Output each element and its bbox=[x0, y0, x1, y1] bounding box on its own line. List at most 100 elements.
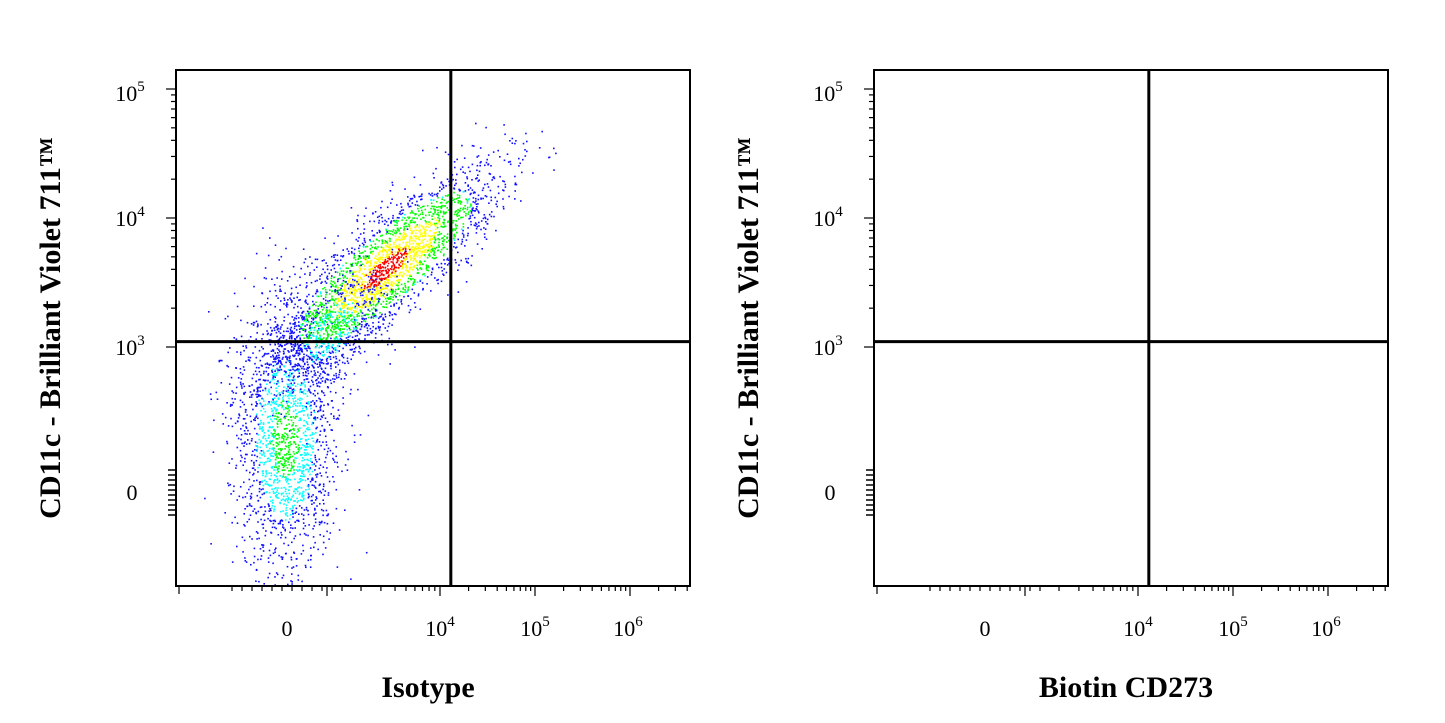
event-dot bbox=[291, 541, 293, 544]
event-dot bbox=[485, 195, 488, 198]
event-dot bbox=[347, 336, 350, 338]
event-dot bbox=[281, 437, 283, 439]
event-dot bbox=[320, 305, 323, 308]
event-dot bbox=[210, 398, 212, 401]
event-dot bbox=[388, 314, 391, 317]
event-dot bbox=[390, 273, 392, 275]
event-dot bbox=[307, 478, 309, 480]
event-dot bbox=[316, 330, 319, 333]
event-dot bbox=[322, 410, 325, 412]
event-dot bbox=[350, 287, 352, 290]
event-dot bbox=[437, 244, 440, 246]
event-dot bbox=[363, 258, 366, 261]
event-dot bbox=[413, 283, 416, 286]
event-dot bbox=[250, 420, 252, 423]
event-dot bbox=[242, 424, 244, 427]
event-dot bbox=[263, 354, 265, 357]
event-dot bbox=[392, 257, 395, 259]
event-dot bbox=[324, 381, 327, 384]
event-dot bbox=[414, 213, 417, 216]
event-dot bbox=[471, 189, 474, 191]
event-dot bbox=[324, 280, 327, 283]
event-dot bbox=[286, 512, 288, 514]
event-dot bbox=[257, 433, 259, 436]
event-dot bbox=[353, 292, 356, 295]
event-dot bbox=[383, 283, 386, 285]
event-dot bbox=[260, 555, 263, 557]
event-dot bbox=[292, 513, 294, 515]
event-dot bbox=[375, 298, 377, 301]
event-dot bbox=[311, 433, 313, 436]
event-dot bbox=[393, 294, 396, 297]
event-dot bbox=[358, 244, 361, 247]
event-dot bbox=[304, 347, 306, 350]
event-dot bbox=[281, 464, 284, 466]
event-dot bbox=[360, 287, 363, 289]
event-dot bbox=[285, 514, 287, 516]
event-dot bbox=[447, 220, 449, 222]
event-dot bbox=[302, 466, 305, 468]
event-dot bbox=[358, 296, 361, 299]
event-dot bbox=[400, 206, 403, 208]
event-dot bbox=[383, 281, 386, 283]
event-dot bbox=[398, 228, 400, 231]
event-dot bbox=[399, 246, 401, 249]
event-dot bbox=[385, 279, 387, 281]
event-dot bbox=[386, 297, 389, 299]
event-dot bbox=[352, 354, 354, 356]
event-dot bbox=[387, 343, 389, 346]
event-dot bbox=[356, 313, 359, 316]
event-dot bbox=[325, 309, 328, 311]
event-dot bbox=[327, 363, 329, 365]
event-dot bbox=[315, 304, 317, 307]
event-dot bbox=[401, 238, 404, 241]
event-dot bbox=[263, 432, 266, 434]
event-dot bbox=[357, 262, 359, 264]
event-dot bbox=[299, 365, 302, 368]
event-dot bbox=[279, 460, 282, 463]
event-dot bbox=[287, 356, 289, 359]
event-dot bbox=[327, 356, 330, 358]
event-dot bbox=[386, 206, 389, 209]
event-dot bbox=[275, 400, 278, 403]
event-dot bbox=[329, 449, 332, 452]
event-dot bbox=[287, 350, 289, 352]
event-dot bbox=[300, 327, 302, 330]
event-dot bbox=[249, 495, 252, 498]
event-dot bbox=[317, 548, 319, 551]
event-dot bbox=[275, 456, 278, 459]
event-dot bbox=[343, 303, 346, 306]
event-dot bbox=[313, 463, 316, 465]
event-dot bbox=[292, 507, 294, 509]
event-dot bbox=[353, 291, 356, 294]
event-dot bbox=[275, 395, 278, 397]
event-dot bbox=[312, 322, 315, 324]
event-dot bbox=[322, 355, 325, 358]
event-dot bbox=[359, 256, 361, 258]
event-dot bbox=[256, 403, 258, 405]
event-dot bbox=[249, 396, 251, 398]
event-dot bbox=[355, 319, 358, 321]
event-dot bbox=[290, 334, 293, 337]
event-dot bbox=[324, 547, 327, 549]
event-dot bbox=[351, 291, 353, 294]
event-dot bbox=[251, 467, 254, 470]
event-dot bbox=[476, 164, 479, 167]
event-dot bbox=[285, 247, 287, 250]
event-dot bbox=[325, 338, 327, 340]
event-dot bbox=[504, 183, 507, 186]
event-dot bbox=[300, 480, 302, 482]
event-dot bbox=[309, 329, 312, 331]
event-dot bbox=[277, 343, 279, 345]
event-dot bbox=[243, 418, 246, 420]
event-dot bbox=[288, 397, 290, 400]
event-dot bbox=[487, 163, 489, 166]
event-dot bbox=[330, 255, 333, 258]
event-dot bbox=[271, 526, 274, 529]
event-dot bbox=[319, 382, 322, 384]
event-dot bbox=[332, 311, 335, 313]
event-dot bbox=[452, 178, 454, 181]
event-dot bbox=[265, 440, 268, 442]
event-dot bbox=[288, 473, 291, 476]
event-dot bbox=[403, 236, 406, 238]
